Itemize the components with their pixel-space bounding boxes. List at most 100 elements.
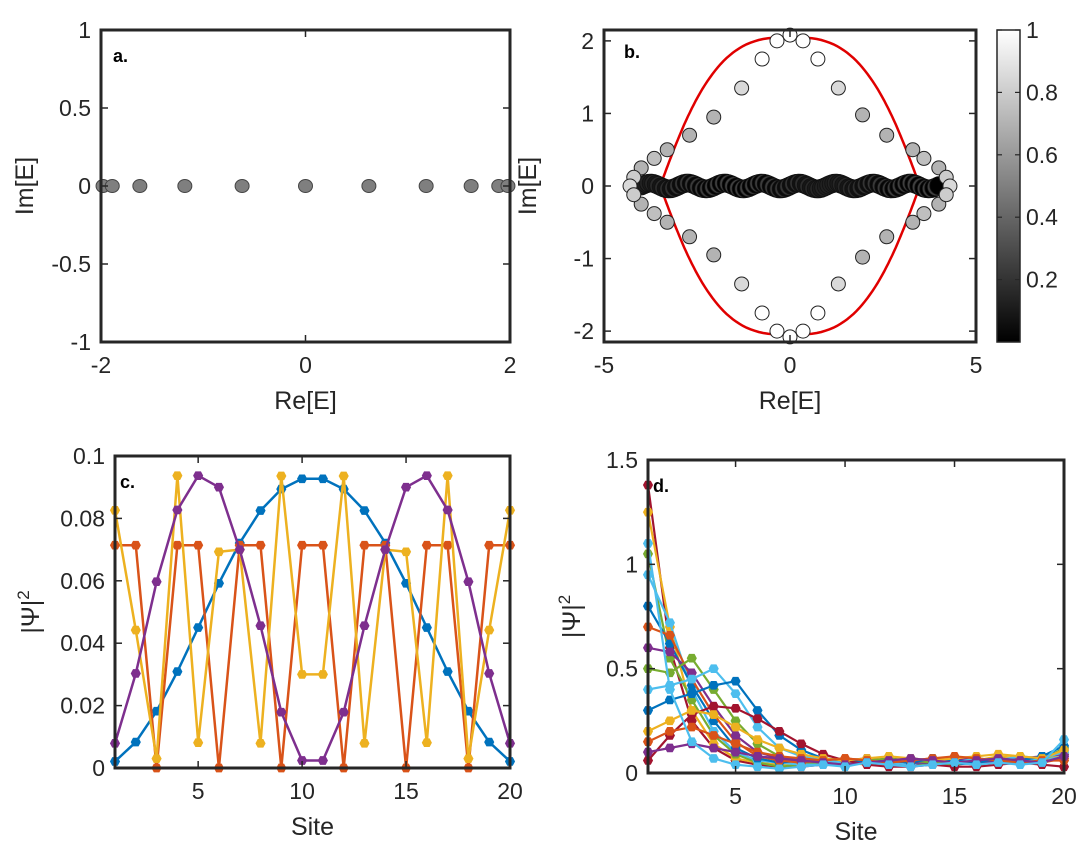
data-point [255,739,266,748]
series-state-3 [109,471,516,763]
x-axis-label: Re[E] [759,387,822,415]
data-point [442,667,453,676]
eigenvalue-point [855,249,871,265]
data-point [276,707,287,717]
data-point [730,689,741,699]
data-point [338,707,349,717]
data-point [883,760,894,769]
data-point [359,540,370,550]
data-point [708,754,719,763]
data-point [463,179,479,193]
x-tick-label: 20 [1051,783,1077,809]
eigenvalue-point [646,150,662,166]
eigenvalue-point [626,187,642,203]
data-point [686,689,697,699]
data-point [774,726,785,736]
data-point [484,625,495,635]
data-point [130,540,141,550]
data-point [686,706,697,715]
x-tick-label: -5 [594,352,614,378]
series-line [115,543,510,769]
data-point [664,685,675,694]
data-point [172,505,183,515]
eigenvalue-point [706,247,722,263]
data-point [255,506,266,515]
y-tick-label: 0.08 [60,505,105,531]
data-point [172,667,183,676]
data-point [172,471,183,480]
data-point [297,670,308,679]
colorbar-tick-label: 1 [1026,17,1039,43]
eigenvalue-point [795,323,811,339]
x-tick-label: 15 [942,783,968,809]
eigenvalue-point [879,229,895,245]
y-tick-label: 0 [581,173,594,199]
eigenvalue-point [855,107,871,123]
x-tick-label: 10 [832,783,858,809]
y-tick-label: -1 [71,329,91,355]
eigenvalue-point [646,206,662,222]
y-axis-label: |Ψ|2 [14,590,45,633]
eigenvalue-point [916,206,932,222]
data-point [664,630,675,640]
y-tick-label: -2 [574,318,594,344]
colorbar-tick-label: 0.4 [1026,204,1058,230]
series-line [113,474,512,762]
colorbar-tick-label: 0.8 [1026,79,1058,105]
series-s15 [642,539,1070,774]
colorbar-tick-label: 0.6 [1026,142,1058,168]
data-point [971,760,982,769]
plot-area-b [622,27,958,345]
data-point [255,540,266,550]
series-line [114,477,511,763]
data-point [193,540,204,550]
data-point [151,754,162,763]
y-tick-label: 0 [92,755,105,781]
eigenvalue-point [659,214,675,230]
eigenvalue-point [754,305,770,321]
data-point [421,623,432,632]
eigenvalue-point [706,109,722,125]
data-point [730,703,741,713]
y-axis-label: Im[E] [514,157,542,215]
eigenvalue-point [734,276,750,292]
plot-area-d [642,480,1070,774]
y-tick-label: 2 [581,28,594,54]
eigenvalue-point [734,80,750,96]
data-point [359,739,370,748]
y-tick-label: -0.5 [51,251,91,277]
x-tick-label: 15 [393,778,419,804]
panel-d: 5 10 15 20 0 0.5 1 1.5 Site |Ψ|2 d. [555,447,1077,846]
data-point [993,758,1004,767]
eigenvalue-point [659,142,675,158]
data-point [193,738,204,748]
colorbar: 0.2 0.4 0.6 0.8 1 [996,17,1058,343]
y-tick-label: 0.06 [60,568,105,594]
panel-label: a. [113,46,128,66]
data-point [484,540,495,550]
data-point [664,618,675,628]
data-point [298,179,313,193]
data-point [686,674,697,684]
panel-b: -5 0 5 -2 -1 0 1 2 Re[E] Im[E] b. [514,27,982,415]
data-point [130,625,141,635]
data-point [752,722,763,732]
plot-area-c [109,471,516,773]
data-point [686,653,697,663]
data-point [193,623,204,632]
y-tick-label: 0.5 [59,95,91,121]
data-point [752,714,763,724]
data-point [484,669,495,678]
data-point [132,179,148,193]
axes-frame-a [99,28,512,344]
y-tick-label: 1 [581,100,594,126]
x-axis-label: Re[E] [274,387,337,415]
x-axis-label: Site [834,818,877,846]
data-point [151,577,162,587]
axes-frame-c [113,454,512,770]
colorbar-tick-label: 0.2 [1026,267,1058,293]
data-point [664,743,675,753]
panel-label: d. [653,476,669,496]
x-tick-label: 0 [784,352,797,378]
